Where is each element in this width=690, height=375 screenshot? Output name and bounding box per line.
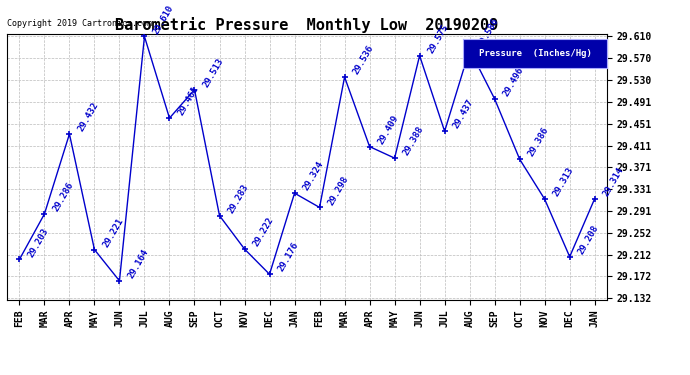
Text: 29.536: 29.536 bbox=[351, 44, 375, 76]
Title: Barometric Pressure  Monthly Low  20190209: Barometric Pressure Monthly Low 20190209 bbox=[115, 16, 499, 33]
Text: 29.164: 29.164 bbox=[126, 248, 150, 280]
Text: 29.203: 29.203 bbox=[26, 226, 50, 259]
Text: 29.313: 29.313 bbox=[551, 166, 575, 198]
Text: 29.298: 29.298 bbox=[326, 174, 351, 207]
Text: 29.586: 29.586 bbox=[477, 16, 500, 49]
Text: 29.324: 29.324 bbox=[302, 160, 326, 192]
Text: 29.314: 29.314 bbox=[602, 165, 626, 198]
Text: Copyright 2019 Cartronics.com: Copyright 2019 Cartronics.com bbox=[7, 20, 152, 28]
Text: 29.388: 29.388 bbox=[402, 125, 426, 158]
Text: 29.437: 29.437 bbox=[451, 98, 475, 130]
Text: 29.283: 29.283 bbox=[226, 182, 250, 215]
Text: 29.461: 29.461 bbox=[177, 85, 200, 117]
Text: 29.222: 29.222 bbox=[251, 216, 275, 248]
Text: 29.610: 29.610 bbox=[151, 3, 175, 36]
Text: 29.409: 29.409 bbox=[377, 113, 400, 146]
Text: 29.575: 29.575 bbox=[426, 22, 451, 55]
Text: 29.513: 29.513 bbox=[201, 56, 226, 89]
Text: 29.221: 29.221 bbox=[101, 216, 126, 249]
Text: 29.432: 29.432 bbox=[77, 101, 100, 133]
Text: 29.286: 29.286 bbox=[51, 181, 75, 213]
Text: 29.208: 29.208 bbox=[577, 224, 600, 256]
Text: 29.386: 29.386 bbox=[526, 126, 551, 158]
Text: 29.496: 29.496 bbox=[502, 66, 526, 98]
Text: 29.176: 29.176 bbox=[277, 241, 300, 273]
